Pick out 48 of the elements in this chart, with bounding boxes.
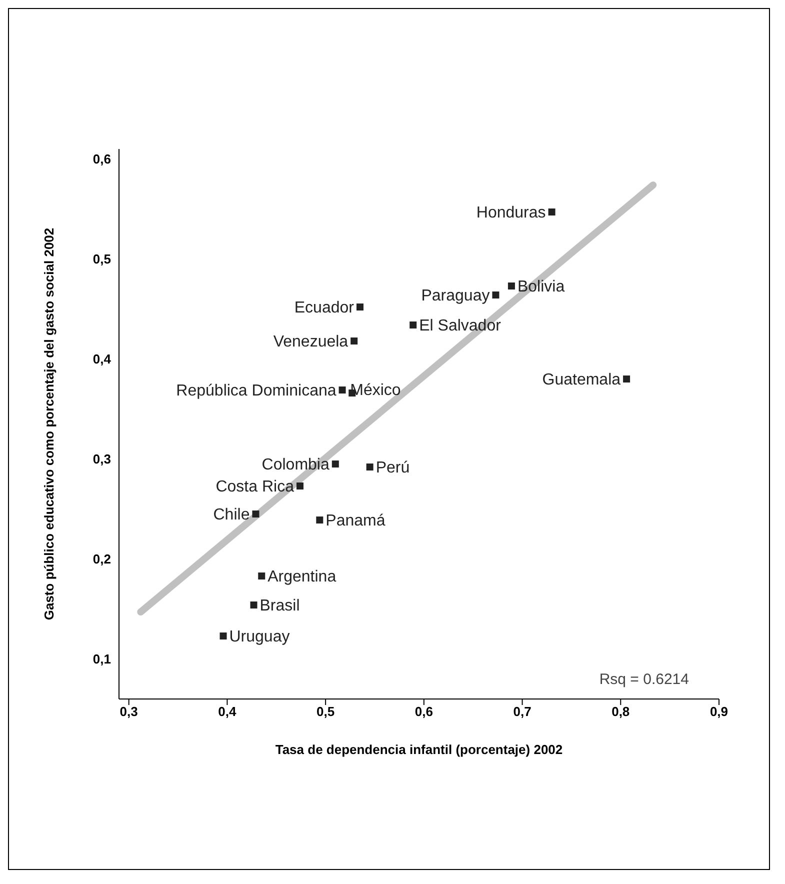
annotation: República Dominicana: [176, 382, 336, 400]
annotation: El Salvador: [419, 318, 502, 335]
annotation: Chile: [213, 506, 250, 524]
x-tick-label: 0,9: [710, 704, 728, 720]
point: [492, 292, 500, 298]
point: [250, 602, 258, 608]
point: [296, 482, 304, 490]
point: [508, 282, 515, 290]
annotation: Brasil: [260, 598, 300, 615]
point: [338, 386, 346, 394]
x-tick-label: 0,4: [218, 704, 237, 720]
annotation: Costa Rica: [216, 478, 294, 496]
x-tick-label: 0,6: [414, 704, 433, 720]
annotation: Paraguay: [421, 288, 490, 305]
point: [623, 376, 630, 382]
point: [220, 632, 227, 640]
point: [350, 338, 358, 344]
point: [258, 572, 266, 580]
y-tick-label: 0,4: [92, 352, 112, 367]
point: [316, 516, 324, 524]
y-tick-label: 0,5: [92, 252, 111, 267]
y-tick-label: 0,2: [92, 552, 111, 567]
x-tick-label: 0,8: [612, 704, 630, 720]
point: [366, 464, 374, 470]
x-tick-label: 0,7: [513, 704, 532, 720]
annotation: Honduras: [476, 204, 546, 222]
annotation: Argentina: [268, 568, 336, 586]
y-tick-label: 0,3: [92, 452, 111, 467]
annotation: Rsq = 0.6214: [599, 671, 689, 688]
x-axis-title: Tasa de dependencia infantil (porcentaje) 2002: [275, 742, 563, 757]
point: [548, 208, 556, 216]
point: [332, 460, 339, 468]
y-axis-title: Gasto público educativo como porcentaje del gasto social 2002: [42, 228, 57, 620]
annotation: Bolivia: [517, 278, 565, 296]
annotation: Venezuela: [273, 334, 348, 351]
x-tick-label: 0,5: [316, 704, 335, 720]
annotation: Panamá: [326, 512, 386, 530]
annotation: Ecuador: [294, 300, 355, 317]
point: [252, 510, 260, 518]
point: [410, 322, 417, 328]
annotation: Guatemala: [542, 372, 621, 389]
x-tick-label: 0,3: [120, 704, 138, 720]
annotation: Perú: [376, 460, 410, 477]
y-tick-label: 0,6: [92, 152, 111, 167]
annotation: Uruguay: [229, 628, 290, 646]
annotation: Colombia: [262, 456, 330, 474]
point: [356, 304, 364, 310]
y-tick-label: 0,1: [92, 652, 111, 667]
